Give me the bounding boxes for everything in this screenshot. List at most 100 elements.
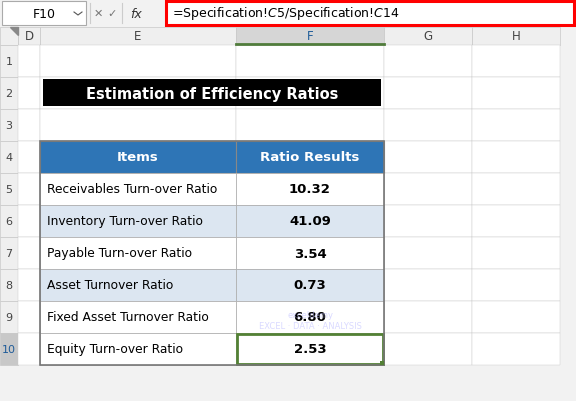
- Text: 2: 2: [5, 89, 13, 99]
- Bar: [384, 333, 472, 365]
- Text: E: E: [134, 30, 142, 43]
- Text: Fixed Asset Turnover Ratio: Fixed Asset Turnover Ratio: [47, 311, 209, 324]
- Bar: [0, 269, 18, 301]
- Bar: [18, 301, 40, 333]
- Bar: [40, 205, 236, 237]
- Bar: [236, 205, 384, 237]
- Bar: [472, 28, 560, 46]
- Bar: [0, 78, 18, 110]
- Bar: [18, 237, 40, 269]
- Text: fx: fx: [130, 8, 142, 20]
- Bar: [40, 110, 236, 142]
- Bar: [384, 110, 472, 142]
- Bar: [18, 110, 40, 142]
- Text: 4: 4: [5, 153, 13, 162]
- Bar: [236, 46, 384, 78]
- Bar: [236, 237, 384, 269]
- Text: 7: 7: [5, 248, 13, 258]
- Bar: [384, 28, 472, 46]
- Bar: [236, 110, 384, 142]
- Bar: [0, 237, 18, 269]
- Bar: [237, 334, 383, 364]
- Bar: [472, 269, 560, 301]
- Text: Items: Items: [117, 151, 159, 164]
- Bar: [40, 142, 236, 174]
- Text: 5: 5: [6, 184, 13, 194]
- Polygon shape: [10, 28, 18, 36]
- Bar: [384, 269, 472, 301]
- Text: 10: 10: [2, 344, 16, 354]
- Bar: [40, 301, 236, 333]
- Text: 2.53: 2.53: [294, 342, 327, 356]
- Bar: [236, 301, 384, 333]
- Bar: [236, 174, 384, 205]
- Bar: [18, 78, 40, 110]
- Text: Ratio Results: Ratio Results: [260, 151, 359, 164]
- Text: 8: 8: [5, 280, 13, 290]
- Bar: [472, 46, 560, 78]
- Text: F10: F10: [32, 8, 55, 20]
- Bar: [0, 333, 18, 365]
- Text: F: F: [306, 30, 313, 43]
- Bar: [40, 28, 236, 46]
- Bar: [0, 28, 18, 46]
- Bar: [0, 174, 18, 205]
- Bar: [40, 333, 236, 365]
- Bar: [384, 174, 472, 205]
- Text: 6.80: 6.80: [294, 311, 327, 324]
- Bar: [40, 174, 236, 205]
- Bar: [236, 142, 384, 174]
- Text: 3.54: 3.54: [294, 247, 327, 260]
- Text: Inventory Turn-over Ratio: Inventory Turn-over Ratio: [47, 215, 203, 228]
- Bar: [40, 142, 236, 174]
- Bar: [40, 269, 236, 301]
- Text: Equity Turn-over Ratio: Equity Turn-over Ratio: [47, 342, 183, 356]
- Text: 41.09: 41.09: [289, 215, 331, 228]
- Bar: [472, 110, 560, 142]
- Bar: [472, 78, 560, 110]
- Bar: [18, 174, 40, 205]
- Bar: [40, 269, 236, 301]
- Bar: [18, 205, 40, 237]
- Bar: [380, 361, 384, 365]
- Text: exceldemy
EXCEL · DATA · ANALYSIS: exceldemy EXCEL · DATA · ANALYSIS: [259, 311, 361, 330]
- Bar: [40, 301, 236, 333]
- Bar: [40, 237, 236, 269]
- Bar: [40, 46, 236, 78]
- Bar: [384, 46, 472, 78]
- Text: ✕: ✕: [93, 9, 103, 19]
- Bar: [0, 110, 18, 142]
- Bar: [236, 237, 384, 269]
- Bar: [166, 2, 574, 26]
- Text: 9: 9: [5, 312, 13, 322]
- Text: 0.73: 0.73: [294, 279, 327, 292]
- Bar: [236, 301, 384, 333]
- Bar: [472, 142, 560, 174]
- Bar: [236, 28, 384, 46]
- Bar: [236, 333, 384, 365]
- Bar: [472, 301, 560, 333]
- Text: Estimation of Efficiency Ratios: Estimation of Efficiency Ratios: [86, 86, 338, 101]
- Bar: [236, 174, 384, 205]
- Bar: [236, 269, 384, 301]
- Text: =Specification!$C$5/Specification!$C$14: =Specification!$C$5/Specification!$C$14: [172, 6, 400, 22]
- Bar: [43, 80, 381, 107]
- Bar: [0, 0, 576, 28]
- Bar: [236, 78, 384, 110]
- Bar: [472, 333, 560, 365]
- Text: 3: 3: [6, 121, 13, 131]
- Bar: [18, 269, 40, 301]
- Text: 10.32: 10.32: [289, 183, 331, 196]
- Text: 1: 1: [6, 57, 13, 67]
- Bar: [40, 78, 236, 110]
- Bar: [236, 269, 384, 301]
- Bar: [40, 205, 236, 237]
- Bar: [236, 333, 384, 365]
- Bar: [40, 142, 384, 365]
- Text: H: H: [511, 30, 520, 43]
- Bar: [0, 301, 18, 333]
- Bar: [18, 46, 40, 78]
- Bar: [40, 237, 236, 269]
- Text: 6: 6: [6, 217, 13, 227]
- Bar: [18, 28, 40, 46]
